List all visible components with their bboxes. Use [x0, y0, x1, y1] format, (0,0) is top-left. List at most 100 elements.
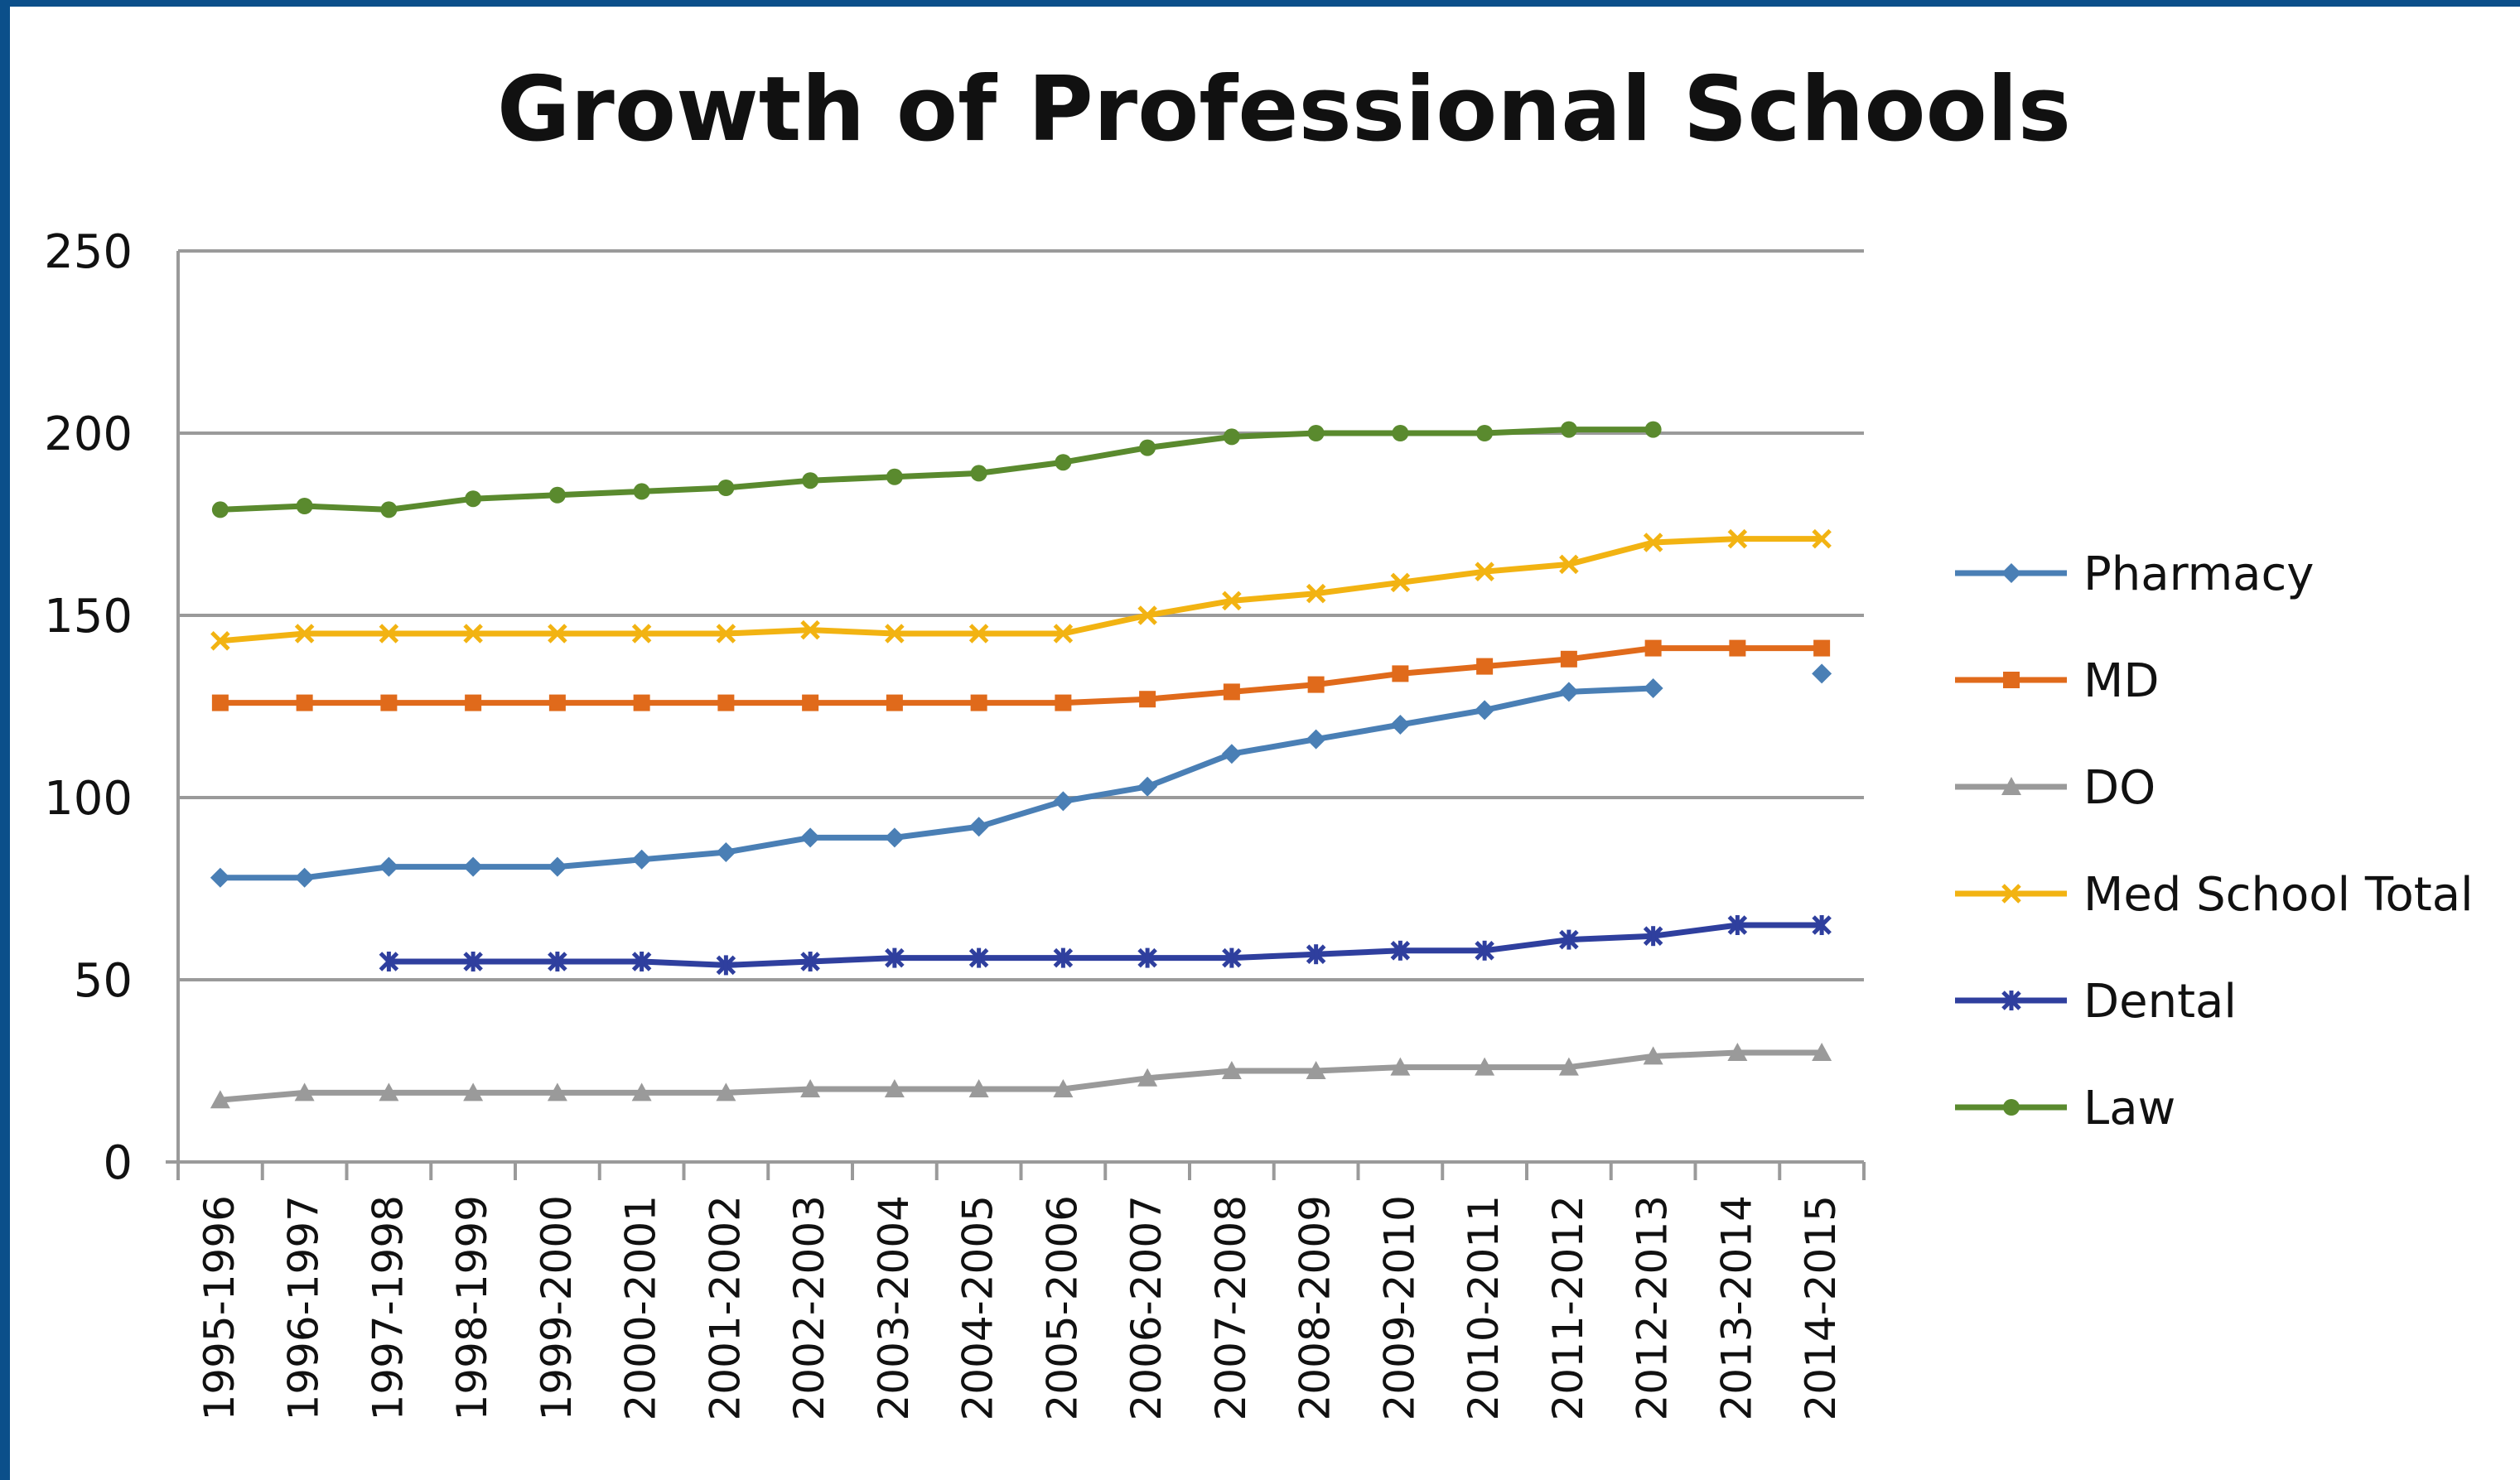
data-point-dental [1475, 940, 1494, 961]
data-point-do [968, 1079, 989, 1097]
series-do [210, 1043, 1832, 1109]
frame-border-left [0, 0, 10, 1480]
legend-label: Dental [2083, 975, 2237, 1029]
legend-item-pharmacy: Pharmacy [1955, 547, 2314, 601]
series-line-med-school-total [220, 536, 1822, 644]
data-point-law [717, 480, 735, 496]
data-point-dental [1053, 947, 1074, 968]
data-point-do [1053, 1079, 1074, 1097]
data-point-med-school-total [631, 624, 652, 644]
series-med-school-total [210, 528, 1832, 651]
x-tick-label: 2009-2010 [1375, 1195, 1423, 1421]
data-point-med-school-total [379, 624, 399, 644]
legend-marker [2003, 672, 2020, 688]
data-point-law [1644, 421, 1662, 438]
data-point-dental [1643, 926, 1663, 947]
data-point-pharmacy [379, 856, 399, 877]
x-tick-label: 1996-1997 [280, 1195, 328, 1421]
data-point-law [548, 486, 566, 504]
data-point-pharmacy [463, 856, 484, 877]
data-point-law [296, 498, 313, 514]
data-point-law [1560, 421, 1577, 438]
data-point-law [1476, 425, 1494, 441]
data-point-pharmacy [631, 849, 652, 870]
data-point-dental [716, 955, 736, 976]
data-point-pharmacy [1137, 776, 1158, 797]
data-point-md [465, 694, 482, 711]
data-point-do [379, 1082, 399, 1102]
data-point-pharmacy [294, 867, 315, 888]
data-point-med-school-total [1390, 572, 1411, 593]
legend-marker [2003, 1099, 2020, 1116]
data-point-md [717, 694, 735, 711]
data-point-dental [631, 952, 652, 971]
data-point-do [1137, 1068, 1158, 1087]
data-point-dental [1222, 947, 1242, 968]
data-point-pharmacy [210, 867, 230, 888]
data-point-md [1139, 691, 1156, 708]
data-point-md [1560, 650, 1577, 668]
y-tick-label: 150 [44, 590, 133, 644]
data-point-med-school-total [548, 624, 567, 644]
axes: 0 50 100 150 200 250 1995-1996 1996-1997 1997-19… [44, 225, 1866, 1421]
x-tick-label: 2005-2006 [1038, 1195, 1086, 1421]
x-tick-label: 2008-2009 [1291, 1195, 1340, 1421]
data-point-dental [968, 947, 989, 968]
legend-marker [2001, 884, 2021, 904]
data-point-do [547, 1082, 567, 1102]
legend-marker [2001, 991, 2021, 1010]
data-point-do [1643, 1046, 1663, 1065]
data-point-law [970, 465, 987, 482]
data-point-med-school-total [1812, 528, 1832, 549]
x-tick-label: 2011-2012 [1544, 1195, 1592, 1421]
data-point-do [294, 1082, 315, 1102]
data-point-do [1727, 1043, 1748, 1061]
x-tick-label: 2006-2007 [1122, 1195, 1171, 1421]
data-point-law [465, 490, 482, 508]
data-point-med-school-total [463, 624, 483, 644]
data-point-dental [463, 952, 483, 971]
data-point-dental [1727, 915, 1748, 935]
data-point-med-school-total [968, 624, 989, 644]
data-point-dental [1306, 944, 1326, 965]
data-point-pharmacy [1221, 744, 1242, 764]
data-point-dental [548, 952, 567, 971]
data-point-md [1307, 676, 1325, 693]
data-point-pharmacy [1558, 682, 1579, 702]
x-tick-label: 2001-2002 [701, 1195, 749, 1421]
data-point-med-school-total [1727, 528, 1748, 549]
data-point-med-school-total [1137, 605, 1157, 625]
data-point-pharmacy [884, 827, 905, 848]
data-point-md [211, 694, 229, 711]
data-point-do [800, 1079, 821, 1097]
y-tick-label: 250 [44, 225, 133, 279]
series-dental [379, 915, 1832, 976]
data-point-med-school-total [1643, 533, 1663, 552]
data-point-med-school-total [294, 624, 315, 644]
data-point-do [631, 1082, 652, 1102]
x-tick-label: 1999-2000 [533, 1195, 581, 1421]
data-point-md [633, 694, 650, 711]
frame-border-top [0, 0, 2520, 7]
data-point-md [548, 694, 566, 711]
y-tick-label: 0 [103, 1136, 133, 1190]
data-point-md [1392, 665, 1409, 682]
data-point-md [380, 694, 398, 711]
data-point-pharmacy [1475, 700, 1495, 721]
data-point-do [884, 1079, 905, 1097]
series-line-dental [389, 922, 1822, 968]
data-point-dental [1812, 915, 1832, 935]
data-point-med-school-total [1053, 624, 1074, 644]
legend-item-law: Law [1955, 1082, 2175, 1135]
data-point-med-school-total [1222, 591, 1242, 611]
series-law [211, 421, 1662, 518]
x-tick-label: 1997-1998 [364, 1195, 412, 1421]
data-point-do [463, 1082, 484, 1102]
data-point-md [1476, 658, 1494, 675]
data-point-md [1813, 639, 1831, 657]
data-point-do [1390, 1057, 1411, 1076]
series-md [211, 639, 1831, 711]
legend-label: Pharmacy [2083, 547, 2314, 601]
data-point-pharmacy [1390, 715, 1411, 735]
data-point-med-school-total [885, 624, 905, 644]
